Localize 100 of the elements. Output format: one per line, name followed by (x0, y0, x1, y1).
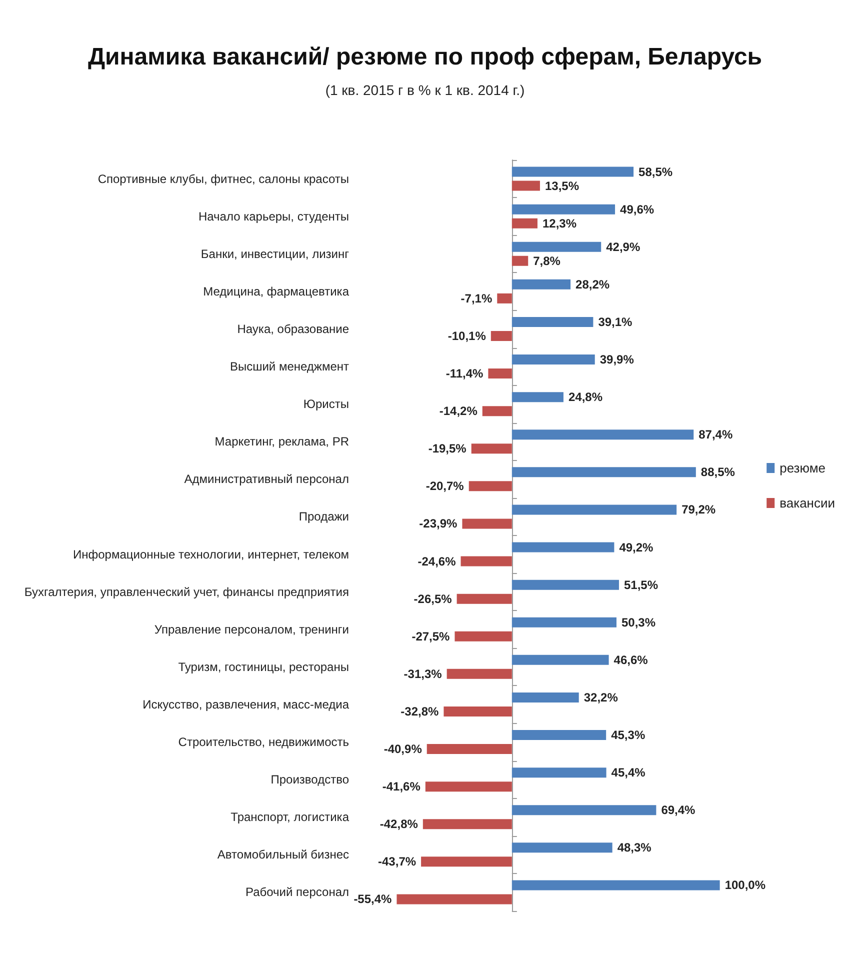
bar (512, 242, 602, 252)
bar (460, 556, 512, 566)
y-tick-label: Начало карьеры, студенты (198, 209, 349, 224)
y-tick-label: Транспорт, логистика (230, 810, 350, 824)
bar (512, 580, 619, 590)
data-label: 45,4% (611, 766, 646, 780)
data-label: 49,6% (620, 202, 654, 216)
bar (482, 406, 512, 416)
bar (512, 880, 720, 890)
y-tick-label: Юристы (303, 397, 349, 412)
bar (396, 894, 512, 904)
data-label: 58,5% (638, 164, 673, 179)
bar (512, 256, 528, 266)
data-label: -42,8% (380, 817, 418, 832)
data-label: -19,5% (428, 442, 467, 456)
y-tick-label: Туризм, гостиницы, рестораны (178, 660, 349, 674)
data-label: -31,3% (404, 666, 442, 681)
data-label: 42,9% (606, 240, 640, 254)
bar (512, 204, 616, 214)
legend-label: вакансии (780, 496, 836, 510)
bar (512, 430, 694, 440)
data-label: 50,3% (621, 615, 656, 630)
y-tick-label: Рабочий персонал (245, 885, 349, 900)
bar (512, 692, 579, 702)
bar (468, 481, 512, 492)
data-label: 24,8% (568, 390, 603, 404)
data-label: 48,3% (617, 840, 652, 855)
data-label: 79,2% (682, 502, 716, 517)
y-tick-label: Маркетинг, реклама, PR (214, 434, 350, 449)
y-tick-label: Наука, образование (237, 322, 350, 336)
bar (512, 542, 614, 552)
data-label: -20,7% (426, 479, 464, 494)
data-label: 69,4% (661, 803, 696, 818)
y-tick-label: Банки, инвестиции, лизинг (200, 246, 350, 261)
y-tick-label: Управление персоналом, тренинги (154, 622, 349, 636)
bar (454, 631, 512, 642)
bar (512, 218, 538, 228)
data-label: 88,5% (700, 465, 736, 480)
data-label: 100,0% (724, 878, 766, 892)
bar (512, 654, 609, 665)
bar (512, 617, 616, 628)
y-tick-label: Искусство, развлечения, масс-медиа (142, 697, 350, 712)
data-label: -10,1% (448, 328, 486, 343)
y-tick-label: Информационные технологии, интернет, телеком (73, 547, 349, 562)
bar (471, 444, 512, 454)
bar (512, 316, 594, 327)
bar (512, 392, 564, 402)
data-label: 28,2% (576, 277, 610, 292)
data-label: 32,2% (584, 690, 618, 704)
bar (497, 293, 512, 304)
bar (456, 594, 512, 604)
y-tick-label: Производство (270, 772, 350, 787)
bar (462, 518, 512, 529)
y-tick-label: Бухгалтерия, управленческий учет, финансы предприятия (24, 584, 349, 599)
bar (512, 805, 656, 816)
data-label: 7,8% (533, 254, 561, 268)
data-label: -23,9% (419, 516, 458, 531)
data-label: 51,5% (624, 578, 658, 592)
y-tick-label: Медицина, фармацевтика (203, 284, 350, 298)
data-label: -43,7% (378, 854, 416, 869)
data-label: -26,5% (414, 592, 452, 606)
data-label: 39,9% (600, 352, 634, 367)
data-label: -11,4% (446, 366, 484, 381)
bar (488, 368, 512, 379)
legend-label: резюме (780, 460, 826, 476)
data-label: -41,6% (382, 780, 421, 794)
bar (426, 744, 512, 754)
bar (512, 279, 571, 290)
y-tick-label: Автомобильный бизнес (217, 848, 349, 862)
data-label: -7,1% (460, 291, 492, 306)
data-label: 13,5% (544, 178, 580, 193)
bar (422, 819, 512, 830)
data-label: 39,1% (598, 314, 633, 329)
y-tick-label: Продажи (298, 510, 349, 524)
bar (512, 166, 634, 177)
bar (446, 668, 512, 679)
bar (512, 768, 606, 778)
y-tick-label: Высший менеджмент (230, 360, 350, 374)
bar (512, 467, 696, 478)
chart-subtitle: (1 кв. 2015 г в % к 1 кв. 2014 г.) (325, 82, 525, 98)
data-label: -14,2% (439, 404, 478, 418)
bar (512, 842, 612, 853)
y-tick-label: Строительство, недвижимость (178, 735, 349, 750)
bar (421, 856, 512, 867)
data-label: 12,3% (542, 216, 577, 230)
y-tick-label: Спортивные клубы, фитнес, салоны красоты (98, 172, 349, 186)
bar (512, 180, 540, 191)
data-label: 46,6% (614, 652, 648, 667)
data-label: 45,3% (611, 728, 646, 742)
bar (490, 330, 512, 341)
bar (512, 730, 606, 740)
chart-title: Динамика вакансий/ резюме по проф сферам, Беларусь (88, 44, 762, 70)
bar (425, 782, 512, 792)
data-label: 87,4% (698, 428, 733, 442)
data-label: -24,6% (418, 554, 456, 568)
data-label: -40,9% (384, 742, 422, 756)
bar (444, 706, 512, 716)
data-label: -32,8% (400, 704, 440, 718)
y-tick-label: Административный персонал (184, 472, 349, 486)
data-label: -27,5% (412, 629, 450, 644)
